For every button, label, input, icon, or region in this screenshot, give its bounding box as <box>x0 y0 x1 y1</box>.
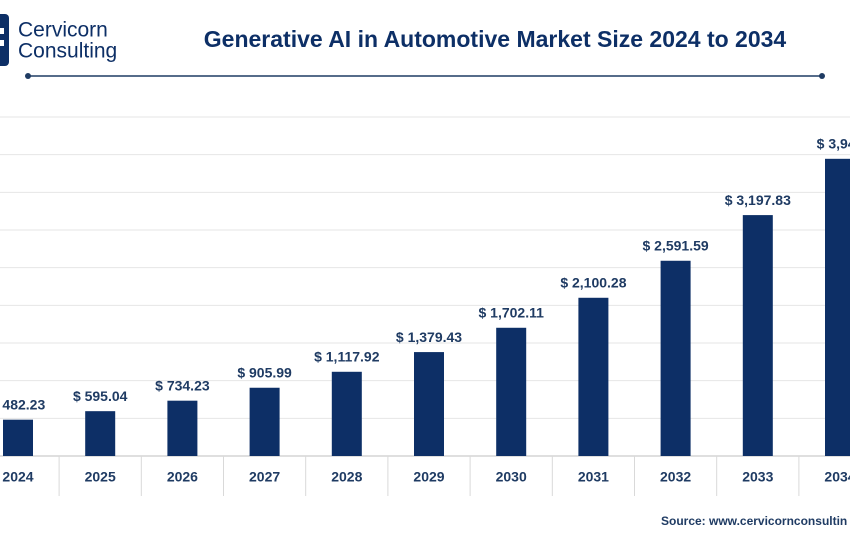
divider-dot <box>25 73 31 79</box>
bar <box>825 158 850 456</box>
logo-detail <box>0 28 4 34</box>
bar <box>249 387 280 456</box>
value-label: $ 2,591.59 <box>643 237 709 253</box>
chart-title: Generative AI in Automotive Market Size … <box>204 26 787 52</box>
x-tick-label: 2024 <box>2 469 33 485</box>
value-label: $ 1,117.92 <box>314 348 380 364</box>
bar <box>660 260 691 456</box>
value-label: $ 1,702.11 <box>478 304 544 320</box>
source-note: Source: www.cervicornconsultin <box>661 514 847 528</box>
x-tick-label: 2025 <box>85 469 116 485</box>
x-tick-label: 2029 <box>413 469 444 485</box>
value-label: $ 595.04 <box>73 388 128 404</box>
value-label: $ 482.23 <box>0 396 45 412</box>
x-tick-label: 2030 <box>496 469 527 485</box>
logo-mark <box>0 14 9 66</box>
x-tick-label: 2033 <box>742 469 773 485</box>
bar <box>331 371 362 456</box>
bar <box>578 297 609 456</box>
value-label: $ 734.23 <box>155 377 210 393</box>
x-tick-label: 2027 <box>249 469 280 485</box>
value-label: $ 1,379.43 <box>396 329 462 345</box>
logo-detail <box>0 40 4 46</box>
x-tick-label: 2031 <box>578 469 609 485</box>
bar <box>414 352 444 456</box>
bar <box>742 215 773 456</box>
logo-text: Consulting <box>18 40 117 63</box>
value-label: $ 3,945 <box>817 136 850 152</box>
x-tick-label: 2028 <box>331 469 362 485</box>
value-label: $ 2,100.28 <box>560 274 626 290</box>
x-tick-label: 2026 <box>167 469 198 485</box>
logo-text: Cervicorn <box>18 19 108 42</box>
value-label: $ 905.99 <box>237 364 292 380</box>
bar <box>167 400 198 456</box>
bar <box>496 327 527 456</box>
bar <box>3 419 33 456</box>
x-tick-label: 2032 <box>660 469 691 485</box>
divider-dot <box>819 73 825 79</box>
value-label: $ 3,197.83 <box>725 192 791 208</box>
bar <box>85 411 116 456</box>
x-tick-label: 2034 <box>824 469 850 485</box>
